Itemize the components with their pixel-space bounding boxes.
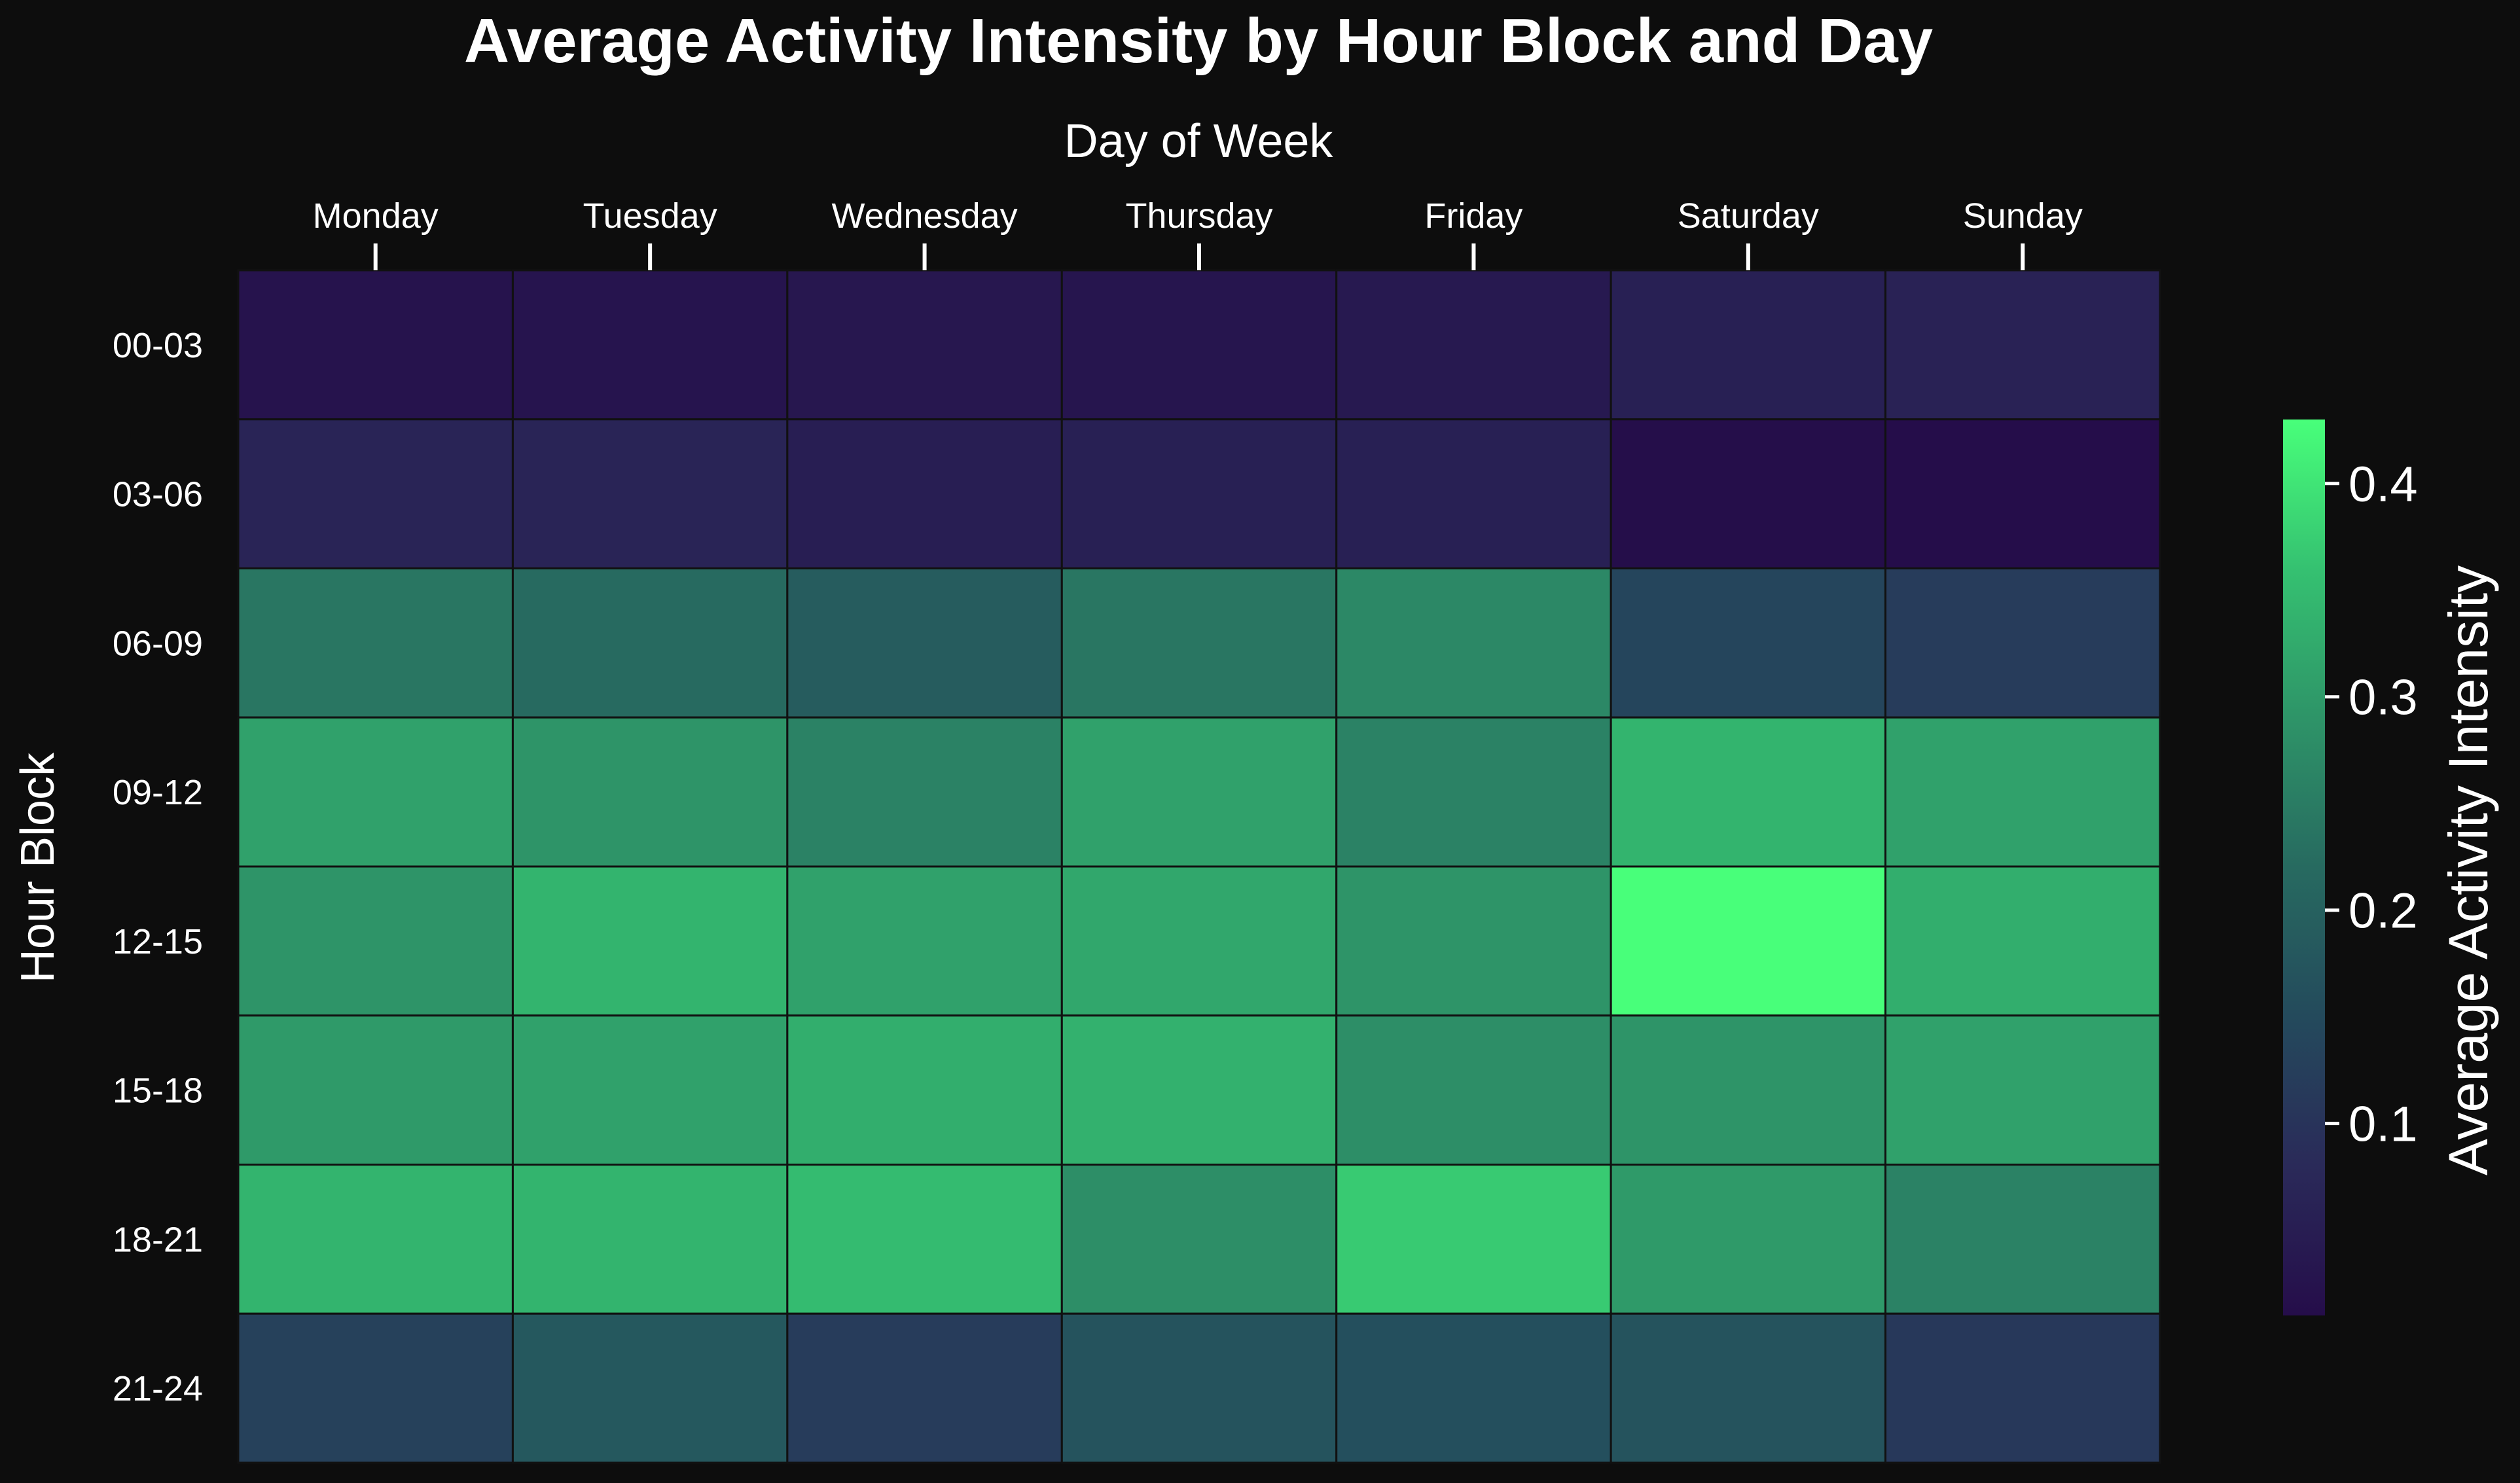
chart-title: Average Activity Intensity by Hour Block… bbox=[464, 6, 1933, 76]
heatmap-cell-18-21-wednesday bbox=[786, 1164, 1063, 1315]
x-tick-label-saturday: Saturday bbox=[1678, 196, 1819, 236]
heatmap-cell-09-12-sunday bbox=[1884, 716, 2161, 868]
colorbar-tick-label: 0.1 bbox=[2349, 1097, 2418, 1152]
y-tick-label-12-15: 12-15 bbox=[113, 922, 203, 961]
heatmap-cell-06-09-sunday bbox=[1884, 567, 2161, 719]
x-tick-label-tuesday: Tuesday bbox=[583, 196, 717, 236]
heatmap-cell-12-15-monday bbox=[237, 865, 514, 1017]
heatmap-cell-06-09-tuesday bbox=[511, 567, 789, 719]
x-tick-label-monday: Monday bbox=[313, 196, 439, 236]
colorbar-tick-label: 0.4 bbox=[2349, 457, 2418, 512]
heatmap-cell-03-06-thursday bbox=[1060, 418, 1338, 569]
y-tick-label-09-12: 09-12 bbox=[113, 773, 203, 812]
heatmap-cell-03-06-friday bbox=[1335, 418, 1612, 569]
heatmap-cell-03-06-monday bbox=[237, 418, 514, 569]
heatmap-cell-03-06-sunday bbox=[1884, 418, 2161, 569]
heatmap-cell-18-21-monday bbox=[237, 1164, 514, 1315]
colorbar-tick-label: 0.2 bbox=[2349, 884, 2418, 939]
heatmap-cell-15-18-monday bbox=[237, 1014, 514, 1166]
x-tick-label-friday: Friday bbox=[1424, 196, 1522, 236]
heatmap-cell-06-09-thursday bbox=[1060, 567, 1338, 719]
y-tick-label-15-18: 15-18 bbox=[113, 1071, 203, 1111]
heatmap-cell-15-18-tuesday bbox=[511, 1014, 789, 1166]
heatmap-cell-12-15-sunday bbox=[1884, 865, 2161, 1017]
heatmap-cell-12-15-tuesday bbox=[511, 865, 789, 1017]
heatmap-cell-06-09-saturday bbox=[1610, 567, 1887, 719]
heatmap-cells bbox=[237, 269, 2161, 1464]
heatmap-cell-15-18-thursday bbox=[1060, 1014, 1338, 1166]
colorbar-ticks: 0.1 0.2 0.3 0.4 bbox=[2325, 457, 2418, 1152]
heatmap-cell-03-06-wednesday bbox=[786, 418, 1063, 569]
heatmap-cell-15-18-wednesday bbox=[786, 1014, 1063, 1166]
heatmap-cell-00-03-tuesday bbox=[511, 269, 789, 421]
heatmap-cell-06-09-wednesday bbox=[786, 567, 1063, 719]
heatmap-cell-09-12-friday bbox=[1335, 716, 1612, 868]
heatmap-cell-15-18-friday bbox=[1335, 1014, 1612, 1166]
heatmap-cell-12-15-wednesday bbox=[786, 865, 1063, 1017]
colorbar-label: Average Activity Intensity bbox=[2438, 565, 2499, 1175]
x-axis-label: Day of Week bbox=[1064, 115, 1334, 168]
heatmap-cell-03-06-tuesday bbox=[511, 418, 789, 569]
x-tick-label-thursday: Thursday bbox=[1125, 196, 1272, 236]
heatmap-cell-00-03-wednesday bbox=[786, 269, 1063, 421]
heatmap-cell-00-03-sunday bbox=[1884, 269, 2161, 421]
x-tick-label-wednesday: Wednesday bbox=[831, 196, 1017, 236]
heatmap-cell-00-03-saturday bbox=[1610, 269, 1887, 421]
heatmap-cell-09-12-saturday bbox=[1610, 716, 1887, 868]
y-tick-label-18-21: 18-21 bbox=[113, 1220, 203, 1259]
heatmap-cell-00-03-monday bbox=[237, 269, 514, 421]
heatmap-cell-18-21-saturday bbox=[1610, 1164, 1887, 1315]
colorbar-tick-label: 0.3 bbox=[2349, 670, 2418, 726]
heatmap-cell-21-24-thursday bbox=[1060, 1312, 1338, 1464]
heatmap-cell-21-24-monday bbox=[237, 1312, 514, 1464]
heatmap-cell-00-03-friday bbox=[1335, 269, 1612, 421]
heatmap-cell-18-21-sunday bbox=[1884, 1164, 2161, 1315]
heatmap-cell-18-21-tuesday bbox=[511, 1164, 789, 1315]
heatmap-cell-21-24-friday bbox=[1335, 1312, 1612, 1464]
y-axis-label: Hour Block bbox=[12, 752, 64, 983]
heatmap-cell-21-24-sunday bbox=[1884, 1312, 2161, 1464]
heatmap-cell-06-09-friday bbox=[1335, 567, 1612, 719]
y-tick-label-00-03: 00-03 bbox=[113, 326, 203, 365]
heatmap-cell-21-24-tuesday bbox=[511, 1312, 789, 1464]
y-axis-ticks: 00-03 03-06 06-09 09-12 12-15 15-18 18-21 21-24 bbox=[113, 326, 203, 1408]
heatmap-cell-03-06-saturday bbox=[1610, 418, 1887, 569]
y-tick-label-06-09: 06-09 bbox=[113, 624, 203, 663]
heatmap-cell-18-21-thursday bbox=[1060, 1164, 1338, 1315]
heatmap-cell-18-21-friday bbox=[1335, 1164, 1612, 1315]
heatmap-cell-00-03-thursday bbox=[1060, 269, 1338, 421]
colorbar bbox=[2283, 420, 2325, 1315]
heatmap-cell-12-15-friday bbox=[1335, 865, 1612, 1017]
heatmap-cell-15-18-saturday bbox=[1610, 1014, 1887, 1166]
heatmap-cell-21-24-saturday bbox=[1610, 1312, 1887, 1464]
y-tick-label-03-06: 03-06 bbox=[113, 475, 203, 514]
heatmap-cell-06-09-monday bbox=[237, 567, 514, 719]
heatmap-cell-21-24-wednesday bbox=[786, 1312, 1063, 1464]
heatmap-cell-09-12-monday bbox=[237, 716, 514, 868]
heatmap-cell-09-12-thursday bbox=[1060, 716, 1338, 868]
heatmap-cell-12-15-thursday bbox=[1060, 865, 1338, 1017]
y-tick-label-21-24: 21-24 bbox=[113, 1369, 203, 1408]
x-tick-label-sunday: Sunday bbox=[1963, 196, 2083, 236]
x-axis-ticks: Monday Tuesday Wednesday Thursday Friday Satu… bbox=[313, 196, 2083, 270]
heatmap-cell-09-12-tuesday bbox=[511, 716, 789, 868]
heatmap-cell-15-18-sunday bbox=[1884, 1014, 2161, 1166]
heatmap-cell-12-15-saturday bbox=[1610, 865, 1887, 1017]
heatmap-cell-09-12-wednesday bbox=[786, 716, 1063, 868]
